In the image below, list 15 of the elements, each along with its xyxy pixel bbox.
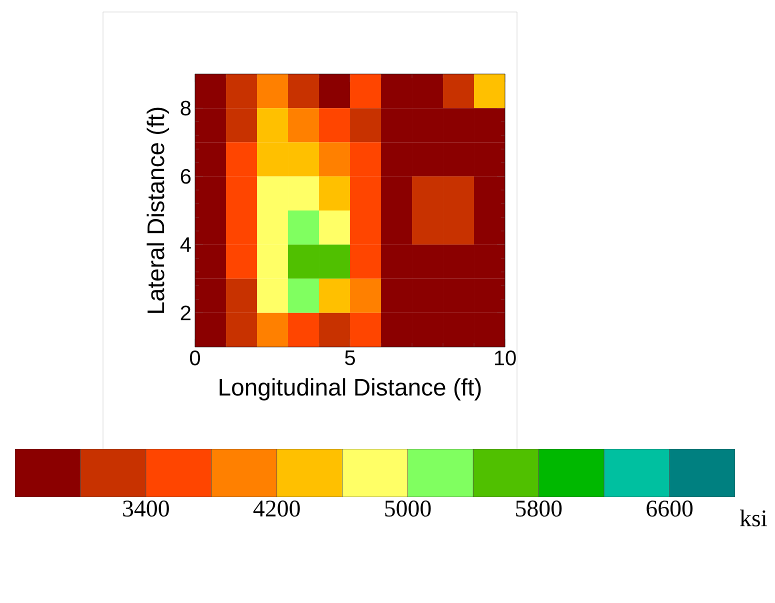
x-tick-label: 10 <box>494 350 516 366</box>
y-tick-label: 2 <box>180 306 190 320</box>
y-tick-label: 6 <box>180 168 191 184</box>
color-bar-label: 4200 <box>253 500 300 517</box>
y-tick-label: 4 <box>180 237 191 252</box>
y-axis-title: Lateral Distance (ft) <box>146 108 170 313</box>
x-tick-label: 0 <box>190 350 200 366</box>
x-axis-title: Longitudinal Distance (ft) <box>220 378 481 400</box>
y-tick-label: 8 <box>180 100 191 116</box>
color-bar-title: ksi <box>740 510 767 526</box>
color-bar-label: 3400 <box>123 500 169 517</box>
color-bar-label: 5800 <box>516 500 562 517</box>
x-tick-label: 5 <box>345 350 355 366</box>
color-bar-label: 5000 <box>385 500 431 517</box>
color-bar-label: 6600 <box>646 500 693 517</box>
